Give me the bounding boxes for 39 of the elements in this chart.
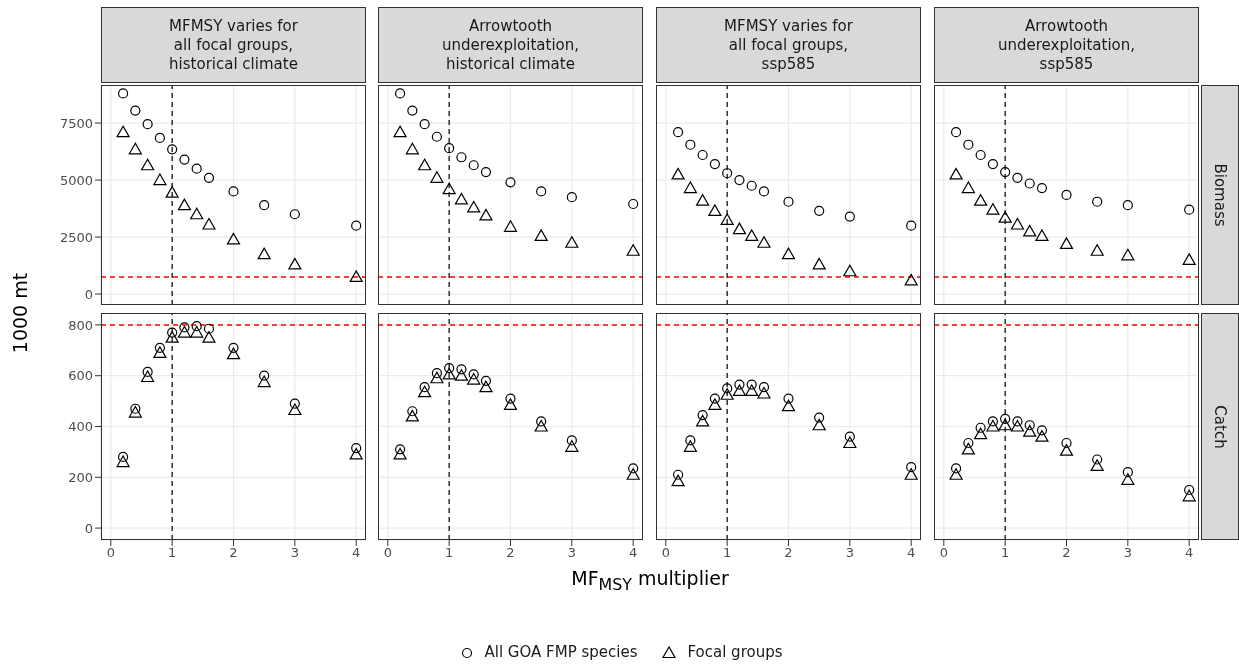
x-tick-label: 2 bbox=[506, 545, 515, 561]
chart-title: Arrowtooth underexploitation, historical climate bbox=[378, 7, 643, 83]
x-tick-label: 2 bbox=[784, 545, 793, 561]
y-tick-label: 0 bbox=[84, 520, 93, 536]
x-tick-label: 1 bbox=[445, 545, 454, 561]
x-tick-label: 1 bbox=[723, 545, 732, 561]
y-tick-label: 5000 bbox=[59, 172, 93, 188]
x-tick-label: 3 bbox=[1123, 545, 1132, 561]
x-axis-title: MF$_{MSY}$ multiplier bbox=[570, 567, 730, 594]
y2-axis-title: Catch bbox=[1211, 404, 1229, 449]
chart-title: MFMSY varies for all focal groups, ssp585 bbox=[656, 7, 921, 83]
x-tick-label: 4 bbox=[1185, 545, 1194, 561]
x-tick-label: 2 bbox=[229, 545, 238, 561]
x-tick-label: 0 bbox=[106, 545, 115, 561]
y-tick-label: 600 bbox=[68, 368, 93, 384]
x-tick-label: 3 bbox=[845, 545, 854, 561]
legend-label: Focal groups bbox=[687, 643, 783, 661]
legend-label: All GOA FMP species bbox=[484, 643, 638, 661]
x-tick-label: 0 bbox=[383, 545, 392, 561]
y-axis-title: 1000 mt bbox=[9, 272, 32, 354]
y2-axis-title: Biomass bbox=[1211, 163, 1230, 227]
y-tick-label: 400 bbox=[68, 419, 93, 435]
x-tick-label: 4 bbox=[629, 545, 638, 561]
y-tick-label: 200 bbox=[68, 469, 93, 485]
x-tick-label: 3 bbox=[290, 545, 299, 561]
x-tick-label: 4 bbox=[352, 545, 361, 561]
x-tick-label: 1 bbox=[1001, 545, 1010, 561]
x-tick-label: 0 bbox=[661, 545, 670, 561]
chart-title: Arrowtooth underexploitation, ssp585 bbox=[934, 7, 1199, 83]
y-tick-label: 0 bbox=[84, 286, 93, 302]
x-tick-label: 4 bbox=[907, 545, 916, 561]
y-tick-label: 7500 bbox=[59, 115, 93, 131]
y-tick-label: 800 bbox=[68, 317, 93, 333]
x-tick-label: 3 bbox=[567, 545, 576, 561]
y-tick-label: 2500 bbox=[59, 229, 93, 245]
chart-title: MFMSY varies for all focal groups, historical climate bbox=[101, 7, 366, 83]
x-tick-label: 0 bbox=[939, 545, 948, 561]
x-tick-label: 2 bbox=[1062, 545, 1071, 561]
x-tick-label: 1 bbox=[168, 545, 177, 561]
